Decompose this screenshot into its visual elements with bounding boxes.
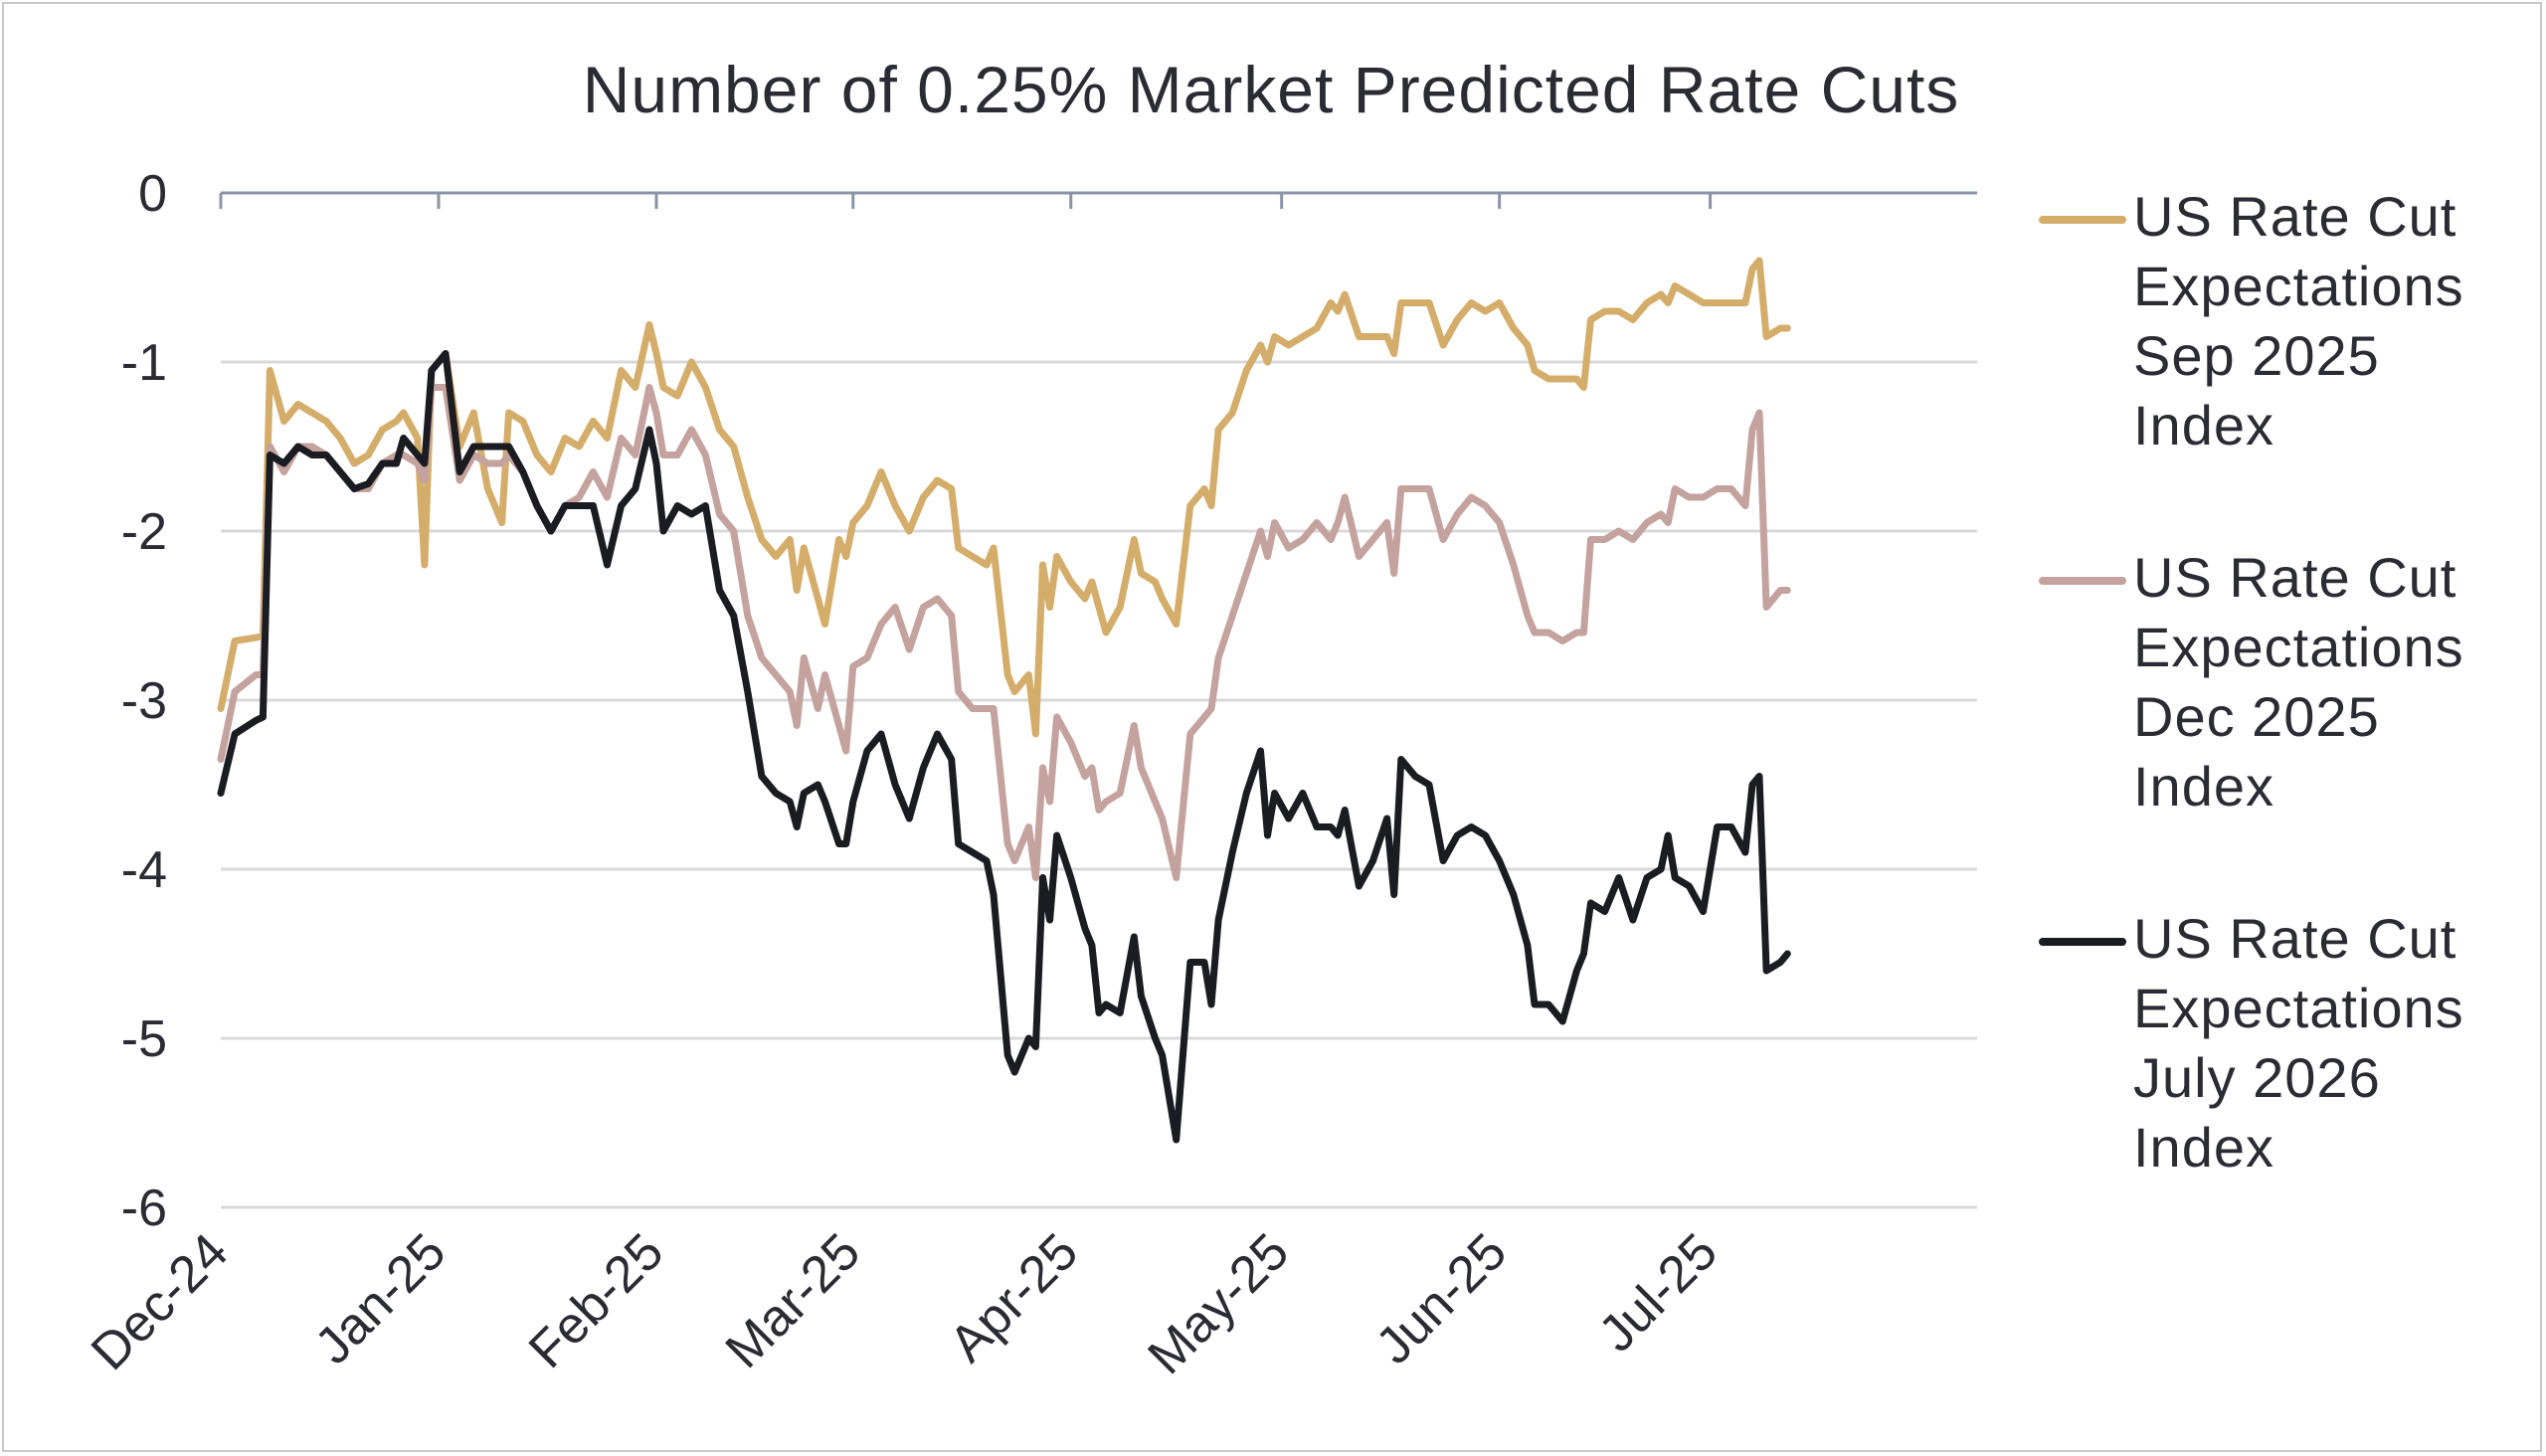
legend-label: Expectations bbox=[2133, 977, 2464, 1039]
legend-label: Index bbox=[2133, 755, 2274, 818]
legend-label: Index bbox=[2133, 1116, 2274, 1179]
y-tick-label: -4 bbox=[121, 841, 167, 899]
legend-label: US Rate Cut bbox=[2133, 546, 2456, 609]
legend: US Rate Cut Expectations Sep 2025 Index US R… bbox=[2039, 185, 2464, 1179]
x-tick-label: Mar-25 bbox=[715, 1222, 871, 1378]
series-line-1 bbox=[217, 257, 1791, 738]
series-line-2 bbox=[217, 384, 1791, 881]
y-tick-label: -3 bbox=[121, 672, 167, 730]
y-axis-tick-labels: 0 -1 -2 -3 -4 -5 -6 bbox=[121, 165, 167, 1237]
series-lines bbox=[217, 257, 1791, 1144]
x-tick-label: May-25 bbox=[1138, 1222, 1301, 1385]
y-tick-label: -5 bbox=[121, 1010, 167, 1068]
x-tick-label: Feb-25 bbox=[518, 1222, 675, 1379]
x-tick-label: Apr-25 bbox=[939, 1222, 1089, 1372]
legend-label: July 2026 bbox=[2133, 1046, 2381, 1109]
gridlines bbox=[221, 360, 1977, 1209]
x-tick-label: Jul-25 bbox=[1588, 1222, 1728, 1363]
x-axis bbox=[219, 191, 1977, 209]
legend-label: Sep 2025 bbox=[2133, 324, 2380, 387]
chart-title: Number of 0.25% Market Predicted Rate Cu… bbox=[583, 53, 1960, 126]
legend-label: US Rate Cut bbox=[2133, 185, 2456, 248]
y-tick-label: -2 bbox=[121, 503, 167, 561]
legend-label: Expectations bbox=[2133, 255, 2464, 317]
legend-label: Dec 2025 bbox=[2133, 685, 2380, 748]
x-tick-label: Dec-24 bbox=[81, 1222, 240, 1381]
legend-label: US Rate Cut bbox=[2133, 907, 2456, 970]
x-axis-tick-labels: Dec-24 Jan-25 Feb-25 Mar-25 Apr-25 May-25 Jun-… bbox=[81, 1222, 1728, 1385]
y-tick-label: -6 bbox=[121, 1180, 167, 1237]
series-line-3 bbox=[217, 350, 1791, 1144]
y-tick-label: -1 bbox=[121, 334, 167, 392]
x-tick-label: Jan-25 bbox=[304, 1222, 456, 1374]
legend-label: Expectations bbox=[2133, 616, 2464, 678]
x-tick-label: Jun-25 bbox=[1365, 1222, 1518, 1374]
y-tick-label: 0 bbox=[138, 165, 167, 223]
legend-label: Index bbox=[2133, 394, 2274, 456]
